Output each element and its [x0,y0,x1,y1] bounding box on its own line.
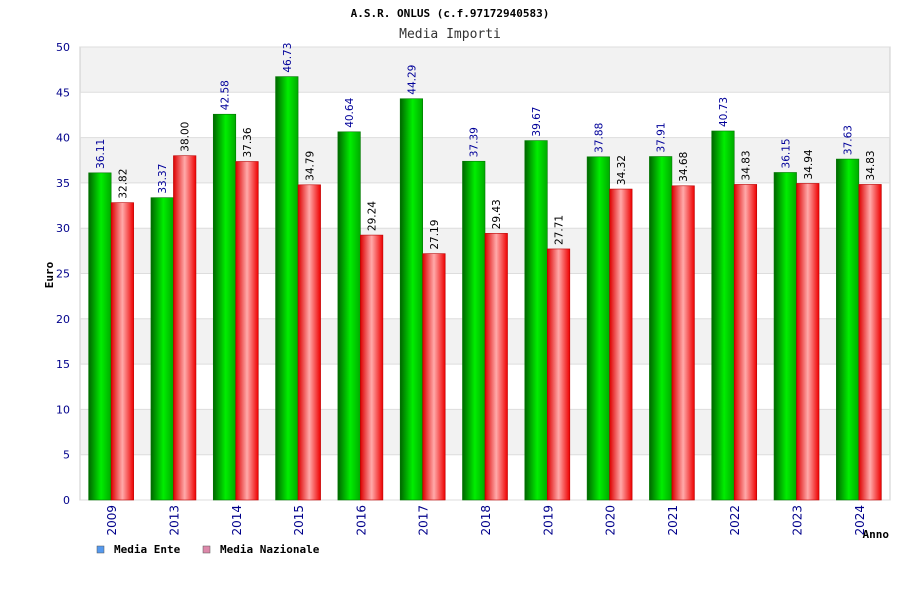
bar-media-nazionale [733,184,758,501]
bar-value-label: 46.73 [282,43,294,73]
bar-value-label: 38.00 [180,122,192,152]
bar-value-label: 40.64 [344,97,356,127]
bar-media-ente [773,172,797,501]
x-tick-label: 2020 [604,505,618,536]
y-tick-label: 15 [56,358,70,371]
bar-value-label: 34.83 [740,150,752,180]
x-tick-label: 2021 [666,505,680,536]
bar-media-ente [150,197,174,501]
bar-value-label: 37.36 [242,127,254,157]
x-tick-label: 2014 [230,505,244,536]
bar-media-ente [586,156,610,501]
bar-value-label: 27.71 [554,215,566,245]
plot-band [80,47,890,93]
x-tick-label: 2017 [417,505,431,536]
value-labels: 36.11 32.82 33.37 38.00 42.58 37.36 46.73 34.79… [95,43,877,250]
bar-media-ente [275,76,299,501]
bar-media-ente [462,160,486,501]
y-tick-label: 5 [63,449,70,462]
bar-value-label: 29.43 [491,199,503,229]
bar-media-nazionale [110,202,134,501]
y-axis-ticks: 0 5 10 15 20 25 30 35 40 45 50 [56,41,70,507]
bar-value-label: 34.79 [304,151,316,181]
chart-subtitle: Media Importi [399,27,501,42]
plot-band [80,92,890,138]
bar-value-label: 34.94 [803,149,815,179]
x-tick-label: 2022 [728,505,742,536]
x-tick-label: 2009 [105,505,119,536]
x-tick-label: 2018 [479,505,493,536]
y-tick-label: 20 [56,313,70,326]
bar-media-ente [836,158,860,501]
bar-value-label: 44.29 [406,65,418,95]
bar-media-ente [649,156,673,501]
bar-value-label: 37.91 [656,122,668,152]
legend-swatch [202,545,211,554]
bar-value-label: 34.68 [678,152,690,182]
bar-value-label: 39.67 [531,107,543,137]
bar-value-label: 27.19 [429,220,441,250]
bar-value-label: 36.11 [95,139,107,169]
bar-media-nazionale [671,185,695,501]
bar-media-ente [711,130,735,501]
bars [88,76,882,501]
bar-media-ente [337,131,361,501]
x-tick-label: 2023 [791,505,805,536]
y-tick-label: 25 [56,268,70,281]
x-tick-label: 2013 [167,505,181,536]
bar-media-nazionale [173,155,197,501]
y-tick-label: 40 [56,132,70,145]
bar-media-ente [88,172,112,501]
x-tick-label: 2024 [853,505,867,536]
bar-value-label: 29.24 [367,201,379,231]
legend-swatch [96,545,105,554]
bar-value-label: 40.73 [718,97,730,127]
x-axis-ticks: 2009 2013 2014 2015 2016 2017 2018 2019 2020 2021… [105,505,867,536]
bar-value-label: 37.88 [593,123,605,153]
bar-value-label: 33.37 [157,164,169,194]
bar-media-nazionale [547,248,571,501]
bar-media-nazionale [609,188,633,501]
bar-media-nazionale [796,183,820,501]
bar-media-nazionale [858,184,882,501]
bar-media-nazionale [422,253,446,501]
bar-media-ente [524,140,548,501]
y-tick-label: 35 [56,177,70,190]
x-tick-label: 2016 [354,505,368,536]
bar-value-label: 34.32 [616,155,628,185]
y-tick-label: 30 [56,222,70,235]
bar-media-nazionale [360,234,384,501]
legend-label: Media Nazionale [220,543,320,556]
bar-value-label: 36.15 [780,138,792,168]
bar-media-nazionale [297,184,321,501]
x-tick-label: 2015 [292,505,306,536]
bar-value-label: 42.58 [220,80,232,110]
bar-value-label: 32.82 [117,169,129,199]
bar-value-label: 34.83 [865,150,877,180]
y-tick-label: 50 [56,41,70,54]
bar-media-ente [399,98,423,501]
bar-media-nazionale [235,161,259,501]
legend-label: Media Ente [114,543,181,556]
y-tick-label: 45 [56,86,70,99]
y-tick-label: 0 [63,494,70,507]
chart-title: A.S.R. ONLUS (c.f.97172940583) [351,7,550,20]
x-axis-title: Anno [863,528,890,541]
bar-media-nazionale [484,233,508,501]
legend: Media Ente Media Nazionale [96,543,320,556]
bar-value-label: 37.63 [843,125,855,155]
x-tick-label: 2019 [541,505,555,536]
bar-media-ente [212,113,237,501]
y-tick-label: 10 [56,403,70,416]
bar-value-label: 37.39 [469,127,481,157]
y-axis-title: Euro [43,261,56,288]
